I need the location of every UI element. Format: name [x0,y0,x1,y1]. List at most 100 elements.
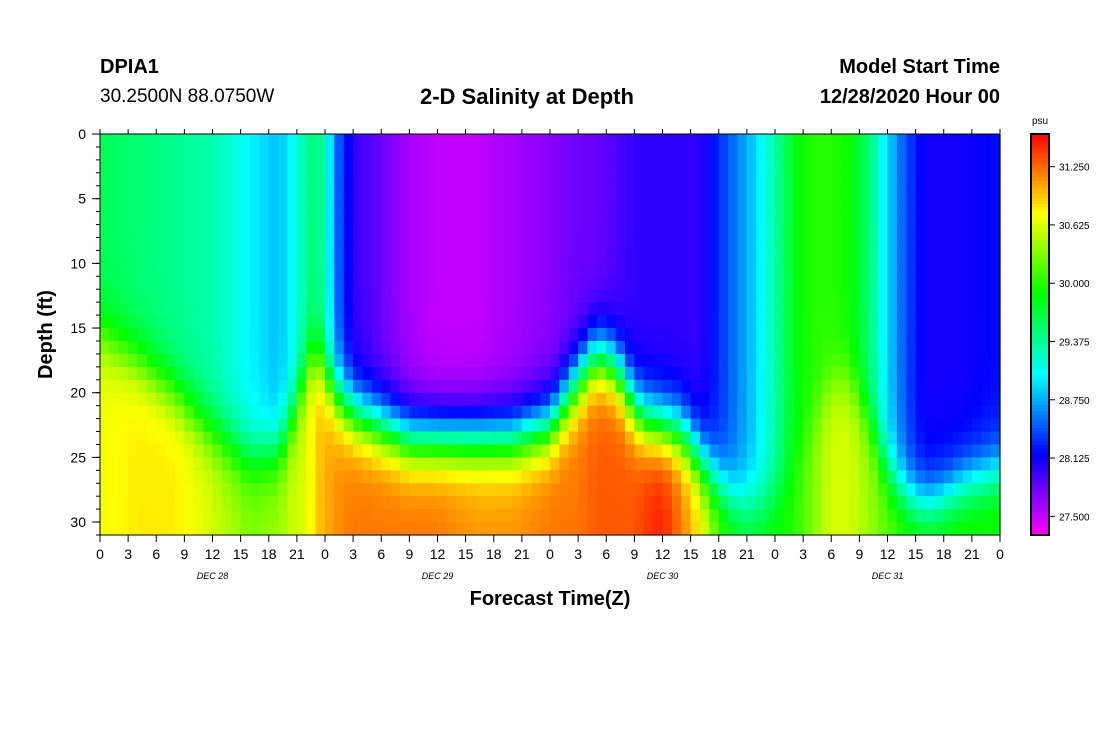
heatmap-cell [681,405,692,420]
heatmap-cell [728,457,739,471]
heatmap-cell [812,289,823,303]
heatmap-cell [587,159,598,174]
heatmap-cell [418,276,429,290]
heatmap-cell [184,496,195,510]
heatmap-cell [118,328,129,342]
heatmap-cell [615,211,626,226]
heatmap-cell [718,276,729,290]
heatmap-cell [146,328,157,342]
heatmap-cell [934,263,945,277]
heatmap-cell [887,250,898,264]
heatmap-cell [381,522,392,536]
heatmap-cell [587,379,598,394]
heatmap-cell [990,366,1001,381]
heatmap-cell [175,366,185,381]
heatmap-cell [109,509,120,523]
heatmap-cell [615,263,626,277]
heatmap-cell [568,483,579,497]
heatmap-cell [287,328,298,342]
heatmap-cell [109,134,120,148]
heatmap-cell [690,263,701,277]
heatmap-cell [109,198,120,213]
heatmap-cell [784,353,795,368]
heatmap-cell [925,172,935,187]
heatmap-cell [203,263,214,277]
colorbar-swatch [1031,207,1049,212]
heatmap-cell [662,172,673,187]
heatmap-cell [868,418,879,433]
heatmap-cell [821,198,832,213]
heatmap-cell [878,159,889,174]
heatmap-cell [306,302,317,316]
heatmap-cell [934,289,945,303]
heatmap-cell [606,444,617,458]
heatmap-cell [493,457,504,471]
heatmap-cell [887,522,898,536]
heatmap-cell [390,172,401,187]
heatmap-cell [156,185,167,200]
heatmap-cell [821,315,832,329]
heatmap-cell [409,276,420,290]
heatmap-cell [746,418,757,433]
heatmap-cell [203,405,214,420]
heatmap-cell [221,470,232,484]
heatmap-cell [793,392,804,407]
colorbar-swatch [1031,170,1049,175]
heatmap-cell [409,522,420,536]
heatmap-cell [850,302,860,316]
heatmap-cell [250,366,260,381]
heatmap-cell [156,198,167,213]
heatmap-cell [606,483,617,497]
heatmap-cell [259,496,270,510]
heatmap-cell [746,340,757,355]
heatmap-cell [971,405,982,420]
heatmap-cell [118,340,129,355]
heatmap-cell [362,198,373,213]
x-tick-label: 12 [655,546,671,562]
heatmap-cell [606,405,617,420]
heatmap-cell [109,379,120,394]
heatmap-cell [896,198,907,213]
heatmap-cell [109,289,120,303]
heatmap-cell [681,340,692,355]
heatmap-cell [737,483,748,497]
colorbar-swatch [1031,160,1049,165]
heatmap-cell [381,198,392,213]
heatmap-cell [962,392,973,407]
y-tick-label: 30 [70,514,86,530]
heatmap-cell [934,444,945,458]
heatmap-cell [409,289,420,303]
colorbar-swatch [1031,461,1049,466]
heatmap-cell [240,444,251,458]
heatmap-cell [118,224,129,239]
heatmap-cell [625,522,635,536]
heatmap-cell [118,211,129,226]
heatmap-cell [831,366,842,381]
heatmap-cell [587,134,598,148]
heatmap-cell [803,366,814,381]
heatmap-cell [231,237,242,252]
heatmap-cell [268,496,279,510]
heatmap-cell [953,159,964,174]
heatmap-cell [362,366,373,381]
heatmap-cell [775,340,785,355]
heatmap-cell [146,159,157,174]
heatmap-cell [465,276,476,290]
heatmap-cell [568,431,579,446]
colorbar-swatch [1031,284,1049,289]
heatmap-cell [362,250,373,264]
heatmap-cell [175,302,185,316]
heatmap-cell [381,392,392,407]
heatmap-cell [690,509,701,523]
heatmap-cell [831,250,842,264]
heatmap-cell [278,340,289,355]
heatmap-cell [137,263,148,277]
heatmap-cell [690,198,701,213]
heatmap-cell [775,146,785,161]
heatmap-cell [906,185,917,200]
heatmap-cell [343,496,354,510]
heatmap-cell [456,159,467,174]
heatmap-cell [165,522,176,536]
heatmap-cell [662,302,673,316]
heatmap-cell [409,315,420,329]
